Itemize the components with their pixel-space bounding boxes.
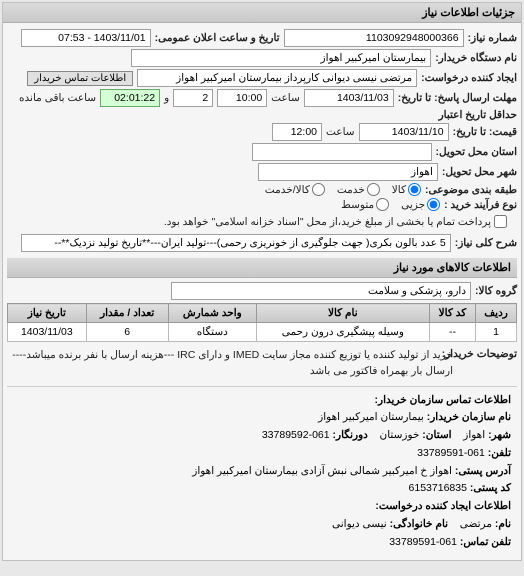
qty-change-label: نوع فرآیند خرید : (444, 199, 517, 211)
number-input (284, 29, 464, 47)
table-row: 1--وسیله پیشگیری درون رحمیدستگاه61403/11… (8, 323, 517, 342)
delivery-city-input (258, 163, 438, 181)
validity-time-input (272, 123, 322, 141)
delivery-state-label: استان محل تحویل: (436, 146, 517, 158)
buyer-device-input (131, 49, 431, 67)
remain-open-label: قیمت: تا تاریخ: (453, 126, 517, 138)
buyer-device-label: نام دستگاه خریدار: (435, 52, 517, 64)
radio-medium[interactable] (376, 198, 389, 211)
cphone-label: تلفن تماس: (460, 536, 511, 548)
deadline-date-input (304, 89, 394, 107)
radio-goods-service[interactable] (312, 183, 325, 196)
contact-link-button[interactable]: اطلاعات تماس خریدار (27, 71, 133, 86)
table-header: واحد شمارش (168, 304, 256, 323)
table-cell: 1 (476, 323, 517, 342)
goods-group-label: گروه کالا: (475, 285, 517, 297)
packing-label: طبقه بندی موضوعی: (425, 184, 517, 196)
phone-value: 061-33789591 (417, 447, 485, 459)
phone-label: تلفن: (488, 447, 511, 459)
addr-label: آدرس پستی: (455, 465, 511, 477)
validity-label: حداقل تاریخ اعتبار (439, 109, 517, 121)
cphone-value: 061-33789591 (389, 536, 457, 548)
explain-value: خرید از تولید کننده یا توزیع کننده مجاز … (7, 348, 453, 380)
creator-label: ایجاد کننده درخواست: (421, 72, 517, 84)
lname-label: نام خانوادگی: (390, 518, 448, 530)
number-label: شماره نیاز: (468, 32, 517, 44)
goods-section-header: اطلاعات کالاهای مورد نیاز (7, 258, 517, 278)
desc-input (21, 234, 451, 252)
table-cell: 1403/11/03 (8, 323, 87, 342)
delivery-city-label: شهر محل تحویل: (442, 166, 517, 178)
creator-info-title: اطلاعات ایجاد کننده درخواست: (375, 500, 511, 512)
radio-small-label: جزیی (401, 199, 425, 211)
creator-input (137, 69, 417, 87)
fax-value: 061-33789592 (262, 429, 330, 441)
radio-goods[interactable] (408, 183, 421, 196)
radio-goods-label: کالا (392, 184, 406, 196)
table-cell: دستگاه (168, 323, 256, 342)
city-label: شهر: (488, 429, 511, 441)
contact-title: اطلاعات تماس سازمان خریدار: (375, 394, 511, 406)
radio-service[interactable] (367, 183, 380, 196)
table-cell: 6 (86, 323, 168, 342)
addr-value: اهواز خ امیرکبیر شمالی نبش آزادی بیمارست… (192, 465, 452, 477)
postal-value: 6153716835 (409, 482, 467, 494)
deadline-time-input (217, 89, 267, 107)
radio-medium-label: متوسط (341, 199, 374, 211)
radio-goods-service-label: کالا/خدمت (265, 184, 310, 196)
table-header: تاریخ نیاز (8, 304, 87, 323)
goods-group-input (171, 282, 471, 300)
table-cell: -- (429, 323, 475, 342)
public-date-label: تاریخ و ساعت اعلان عمومی: (155, 32, 280, 44)
name-label: نام: (495, 518, 511, 530)
postal-label: کد پستی: (470, 482, 511, 494)
deadline-label: مهلت ارسال پاسخ: تا تاریخ: (398, 92, 517, 104)
radio-small[interactable] (427, 198, 440, 211)
fax-label: دورنگار: (333, 429, 368, 441)
remain-days-input (173, 89, 213, 107)
org-label: نام سازمان خریدار: (427, 411, 511, 423)
time-label-2: ساعت (326, 126, 355, 138)
validity-date-input (359, 123, 449, 141)
table-header: کد کالا (429, 304, 475, 323)
desc-label: شرح کلی نیاز: (455, 237, 517, 249)
time-label-1: ساعت (271, 92, 300, 104)
main-header: جزئیات اطلاعات نیاز (3, 3, 521, 23)
pay-note-label: پرداخت تمام یا بخشی از مبلغ خرید،از محل … (164, 216, 491, 228)
province-label: استان: (422, 429, 451, 441)
remain-days-suffix: و (164, 92, 169, 104)
pay-note-checkbox[interactable] (494, 215, 507, 228)
radio-service-label: خدمت (337, 184, 365, 196)
org-value: بیمارستان امیرکبیر اهواز (318, 411, 424, 423)
name-value: مرتضی (460, 518, 492, 530)
province-value: خوزستان (380, 429, 420, 441)
table-header: ردیف (476, 304, 517, 323)
table-header: نام کالا (256, 304, 429, 323)
delivery-state-input (252, 143, 432, 161)
public-date-input (21, 29, 151, 47)
remain-suffix: ساعت باقی مانده (19, 92, 96, 104)
timer-display (100, 89, 160, 107)
explain-label: توضیحات خریدار: (457, 348, 517, 360)
goods-table: ردیفکد کالانام کالاواحد شمارشتعداد / مقد… (7, 303, 517, 342)
table-header: تعداد / مقدار (86, 304, 168, 323)
city-value: اهواز (463, 429, 485, 441)
table-cell: وسیله پیشگیری درون رحمی (256, 323, 429, 342)
lname-value: نیسی دیوانی (332, 518, 387, 530)
